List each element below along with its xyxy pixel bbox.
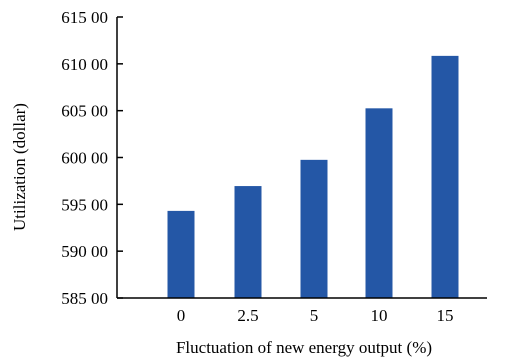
y-tick-label: 585 00 [61,289,108,308]
x-tick-label: 0 [177,306,186,325]
x-axis-ticks: 0 2.5 5 10 15 [177,306,454,325]
y-tick-label: 600 00 [61,149,108,168]
x-tick-label: 15 [437,306,454,325]
y-tick-label: 595 00 [61,195,108,214]
y-tick-label: 605 00 [61,102,108,121]
x-axis-label: Fluctuation of new energy output (%) [176,338,432,357]
y-tick-label: 610 00 [61,55,108,74]
x-tick-label: 2.5 [237,306,258,325]
y-tick-label: 590 00 [61,242,108,261]
bar-2.5 [234,186,262,298]
x-tick-label: 5 [310,306,319,325]
bar-15 [431,55,459,298]
bar-0 [167,210,195,298]
bar-10 [365,108,393,298]
bars [167,55,459,298]
bar-5 [300,159,328,298]
y-axis-label: Utilization (dollar) [10,103,29,231]
y-tick-label: 615 00 [61,8,108,27]
x-tick-label: 10 [371,306,388,325]
y-axis-ticks: 585 00 590 00 595 00 600 00 605 00 610 00 615 … [61,8,123,308]
